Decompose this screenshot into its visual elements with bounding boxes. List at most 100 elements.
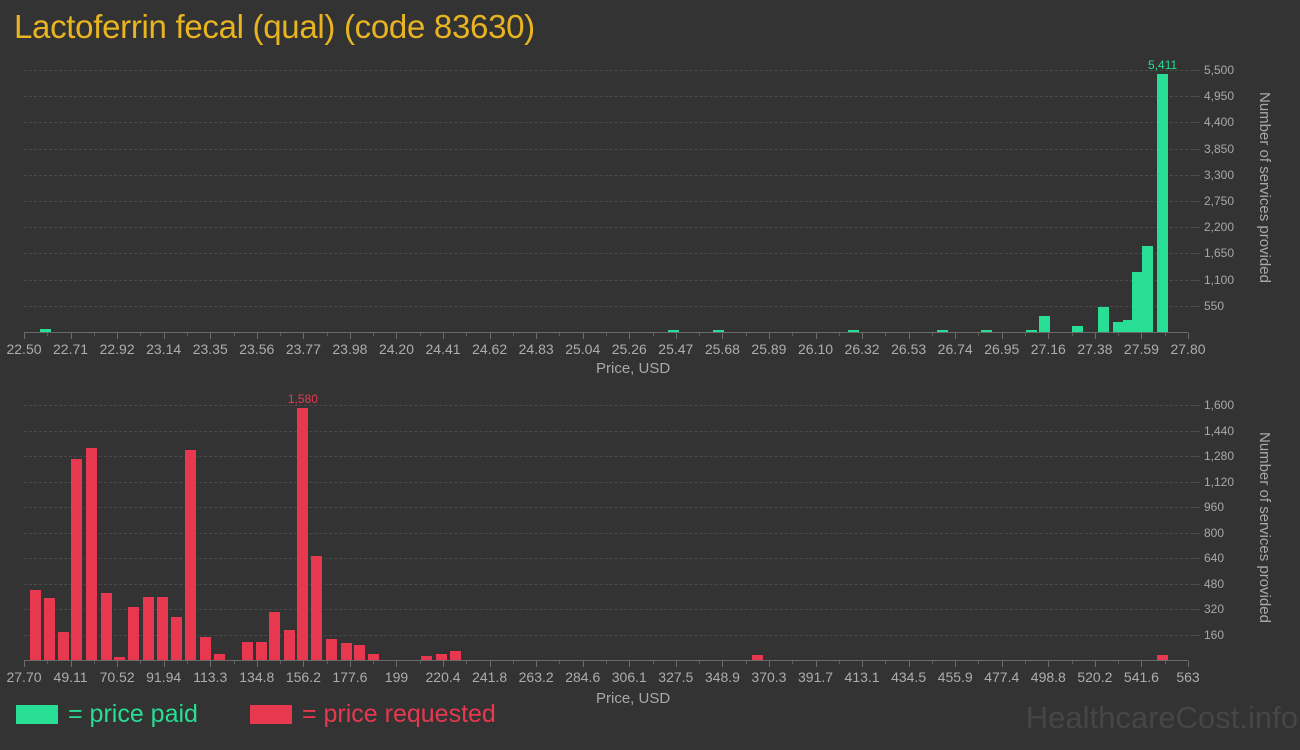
bar: [1123, 320, 1135, 332]
x-axis-minor-tick: [186, 333, 188, 336]
x-axis-tick-label: 25.47: [658, 341, 694, 357]
x-axis-tick-mark: [815, 333, 817, 339]
x-axis-tick-mark: [210, 333, 212, 339]
bar: [668, 330, 680, 332]
x-axis-tick-label: 22.71: [53, 341, 89, 357]
bar: [848, 330, 860, 332]
x-axis-tick-label: 26.10: [797, 341, 834, 357]
x-axis-tick-label: 22.92: [99, 341, 135, 357]
x-axis-minor-tick: [652, 333, 654, 336]
y-axis-tick-mark: [1190, 456, 1200, 457]
x-axis-minor-tick: [885, 333, 887, 336]
y-axis-tick-label: 1,100: [1204, 272, 1235, 287]
x-axis-tick-mark: [582, 333, 584, 339]
x-axis-tick-mark: [908, 333, 910, 339]
gridline: [24, 456, 1188, 457]
y-axis-tick-mark: [1190, 405, 1200, 406]
x-axis-tick-label: 26.95: [984, 341, 1020, 357]
bar: [268, 612, 280, 660]
y-axis-tick-mark: [1190, 532, 1200, 534]
x-axis-tick-mark: [163, 661, 165, 667]
x-axis-tick-mark: [1141, 661, 1143, 667]
x-axis-tick-label: 241.8: [472, 669, 508, 685]
y-axis-tick-label: 1,600: [1204, 398, 1235, 412]
x-axis-tick-label: 156.2: [285, 669, 321, 685]
y-axis-tick-label: 960: [1204, 500, 1225, 514]
gridline: [24, 96, 1188, 98]
x-axis-minor-tick: [373, 661, 375, 664]
x-axis-tick-mark: [24, 333, 25, 339]
y-axis-tick-mark: [1190, 70, 1200, 71]
x-axis-tick-mark: [70, 661, 72, 667]
x-axis-minor-tick: [1118, 661, 1120, 664]
x-axis-minor-tick: [93, 661, 95, 664]
x-axis-tick-mark: [256, 661, 258, 667]
x-axis-tick-label: 49.11: [53, 669, 88, 685]
bar: [142, 597, 154, 660]
plot-area-price-paid: [24, 70, 1188, 332]
x-axis-tick-mark: [117, 333, 119, 339]
bar: [127, 607, 139, 660]
legend-swatch-paid-icon: [16, 705, 58, 724]
x-axis-tick-label: 23.56: [239, 341, 275, 357]
gridline: [24, 253, 1188, 255]
bar: [367, 654, 379, 660]
bar: [157, 597, 169, 660]
legend-item-price-paid: = price paid: [16, 700, 198, 729]
y-axis-tick-mark: [1190, 227, 1200, 229]
y-axis-tick-label: 4,400: [1204, 115, 1235, 130]
bar: [297, 408, 309, 660]
x-axis-tick-mark: [256, 333, 258, 339]
x-axis-minor-tick: [233, 661, 235, 664]
x-axis-tick-mark: [70, 333, 72, 339]
x-axis-tick-mark: [722, 661, 724, 667]
y-axis-tick-label: 160: [1204, 627, 1225, 642]
chart-legend: = price paid = price requested: [16, 700, 496, 729]
bar: [30, 589, 42, 660]
x-axis-tick-mark: [768, 333, 770, 339]
x-axis-minor-tick: [47, 661, 49, 664]
legend-item-price-requested: = price requested: [249, 700, 496, 729]
x-axis-minor-tick: [280, 661, 282, 664]
x-axis-tick-mark: [489, 333, 491, 339]
gridline: [24, 122, 1188, 124]
x-axis-minor-tick: [745, 333, 747, 336]
x-axis-minor-tick: [606, 661, 607, 664]
x-axis-tick-mark: [1188, 333, 1189, 339]
peak-value-label: 5,411: [1148, 58, 1178, 73]
gridline: [24, 227, 1188, 229]
x-axis-tick-mark: [117, 661, 119, 667]
x-axis-minor-tick: [93, 333, 95, 336]
x-axis-tick-label: 22.50: [6, 341, 42, 357]
x-axis-tick-mark: [955, 661, 957, 667]
bar: [981, 329, 993, 332]
x-axis-minor-tick: [186, 661, 188, 664]
bar: [311, 556, 323, 660]
x-axis-tick-label: 370.3: [751, 669, 787, 685]
x-axis-minor-tick: [606, 333, 607, 336]
bar: [114, 656, 126, 660]
y-axis-tick-mark: [1190, 430, 1200, 432]
gridline: [24, 532, 1188, 534]
bar: [1112, 322, 1124, 332]
x-axis-tick-mark: [489, 661, 491, 667]
x-axis-tick-mark: [862, 333, 864, 339]
x-axis-minor-tick: [512, 333, 514, 336]
x-axis-minor-tick: [1164, 333, 1166, 336]
y-axis-tick-mark: [1190, 253, 1200, 255]
x-axis-minor-tick: [373, 333, 375, 336]
gridline: [24, 201, 1188, 202]
x-axis-tick-mark: [582, 661, 584, 667]
x-axis-tick-mark: [675, 333, 677, 339]
x-axis-tick-label: 520.2: [1077, 669, 1113, 685]
x-axis-minor-tick: [699, 333, 701, 336]
legend-label-price-requested: = price requested: [301, 700, 496, 728]
x-axis-tick-mark: [24, 661, 25, 667]
page-title: Lactoferrin fecal (qual) (code 83630): [14, 8, 535, 45]
x-axis-tick-label: 25.89: [751, 341, 787, 357]
x-axis-tick-mark: [1094, 333, 1096, 339]
bar: [354, 644, 366, 660]
gridline: [24, 609, 1188, 610]
x-axis-tick-mark: [1048, 333, 1050, 339]
x-axis-minor-tick: [326, 333, 328, 336]
